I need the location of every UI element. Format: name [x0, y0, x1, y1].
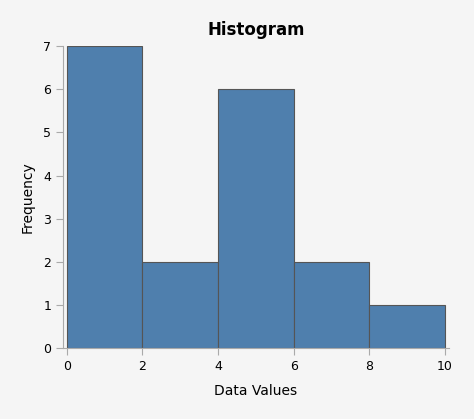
Bar [369, 305, 445, 348]
Y-axis label: Frequency: Frequency [21, 161, 35, 233]
Bar [218, 89, 294, 348]
Bar [142, 262, 218, 348]
Bar [67, 46, 142, 348]
Title: Histogram: Histogram [207, 21, 305, 39]
X-axis label: Data Values: Data Values [214, 384, 298, 398]
Bar [294, 262, 369, 348]
